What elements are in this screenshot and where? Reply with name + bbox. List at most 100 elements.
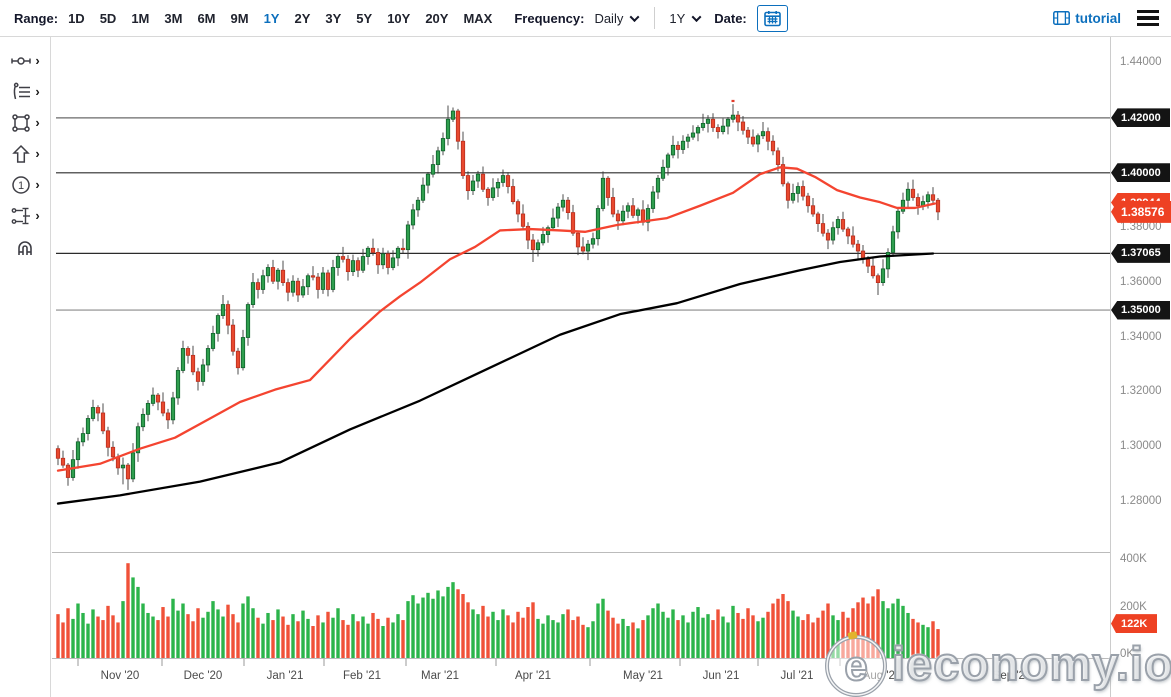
candle [745,129,751,138]
tutorial-label: tutorial [1075,10,1121,26]
range-option-3y[interactable]: 3Y [325,10,342,26]
candle [850,235,856,245]
date-picker-button[interactable] [756,4,788,32]
drawing-list-icon [14,82,31,99]
range-option-1y[interactable]: 1Y [263,10,280,26]
calendar-icon [763,10,781,26]
volume-bar [221,616,225,658]
candle [400,247,406,251]
candle [330,267,336,290]
candle [365,247,371,257]
shape-tool[interactable]: › [10,111,40,134]
volume-bar [706,614,710,658]
volume-bar [781,594,785,658]
price-tick-label: 1.36000 [1120,275,1162,288]
candle [780,164,786,185]
candle [375,252,381,266]
measure-tool[interactable]: › [10,204,40,227]
candle [225,304,231,326]
candle [300,286,306,296]
volume-bar [761,617,765,658]
menu-button[interactable] [1137,10,1159,26]
price-tick-label: 1.30000 [1120,440,1162,453]
chart-plot-area[interactable] [52,37,1110,659]
volume-bar [801,620,805,658]
candle [380,253,386,266]
range-option-6m[interactable]: 6M [197,10,216,26]
chevron-down-icon [691,11,702,22]
month-label: Sep '21 [993,670,1032,682]
volume-bar [736,612,740,658]
price-tick-label: 1.28000 [1120,495,1162,508]
range-option-5d[interactable]: 5D [99,10,117,26]
range-option-1d[interactable]: 1D [68,10,85,26]
candle [285,282,291,293]
volume-bar [476,614,480,658]
frequency-label: Frequency: [514,10,585,26]
tutorial-link[interactable]: tutorial [1053,11,1121,26]
volume-bar [326,611,330,658]
volume-bar [871,596,875,658]
candle [220,304,226,316]
volume-bar [936,629,940,658]
magnet-tool[interactable] [14,235,36,258]
candle [420,184,426,201]
volume-bar [481,605,485,658]
candle [470,180,476,192]
range-option-1m[interactable]: 1M [131,10,150,26]
candle [215,315,221,334]
volume-tick-label: 200K [1120,600,1147,613]
arrow-tool[interactable]: › [10,142,40,165]
volume-bar [686,622,690,658]
range-option-3m[interactable]: 3M [164,10,183,26]
volume-tick-label: 400K [1120,553,1147,566]
volume-bar [656,603,660,658]
range-option-20y[interactable]: 20Y [425,10,449,26]
volume-bar [811,622,815,658]
trend-line-tool[interactable]: › [10,49,40,72]
volume-bar [306,618,310,658]
range-option-2y[interactable]: 2Y [294,10,311,26]
drawing-list-tool[interactable]: › [10,80,40,103]
frequency-select[interactable]: Daily [594,11,640,26]
volume-bar [626,626,630,658]
number-annotation-tool[interactable]: 1 › [10,173,40,196]
volume-bar [676,620,680,658]
volume-bar [166,616,170,658]
volume-bar [891,603,895,658]
candle [455,110,461,142]
volume-bar [486,616,490,658]
range-option-5y[interactable]: 5Y [356,10,373,26]
volume-bar [191,621,195,658]
candle [680,140,686,150]
period-select[interactable]: 1Y [669,11,702,26]
volume-bar [121,601,125,658]
range-option-max[interactable]: MAX [463,10,493,26]
volume-bar [681,615,685,658]
volume-tick-label: 0K [1120,648,1135,660]
candle [600,177,606,209]
candle [90,407,96,419]
volume-bar [586,627,590,658]
candle [915,197,921,207]
range-option-9m[interactable]: 9M [230,10,249,26]
volume-bar [301,610,305,658]
volume-bar [236,622,240,658]
volume-bar [341,620,345,658]
volume-bar [741,618,745,658]
volume-bar [671,609,675,658]
candle [240,337,246,369]
volume-bar [416,603,420,658]
volume-bar [56,614,60,658]
volume-bar [176,610,180,658]
volume-bar [696,607,700,658]
measure-icon [11,207,31,224]
volume-bar [646,615,650,658]
volume-bar [261,623,265,658]
price-tick-label: 1.38000 [1120,220,1162,233]
volume-bar [391,622,395,658]
volume-bar [431,598,435,658]
range-options: 1D 5D 1M 3M 6M 9M 1Y 2Y 3Y 5Y 10Y 20Y MAX [68,11,492,26]
range-option-10y[interactable]: 10Y [387,10,411,26]
volume-bar [806,614,810,658]
